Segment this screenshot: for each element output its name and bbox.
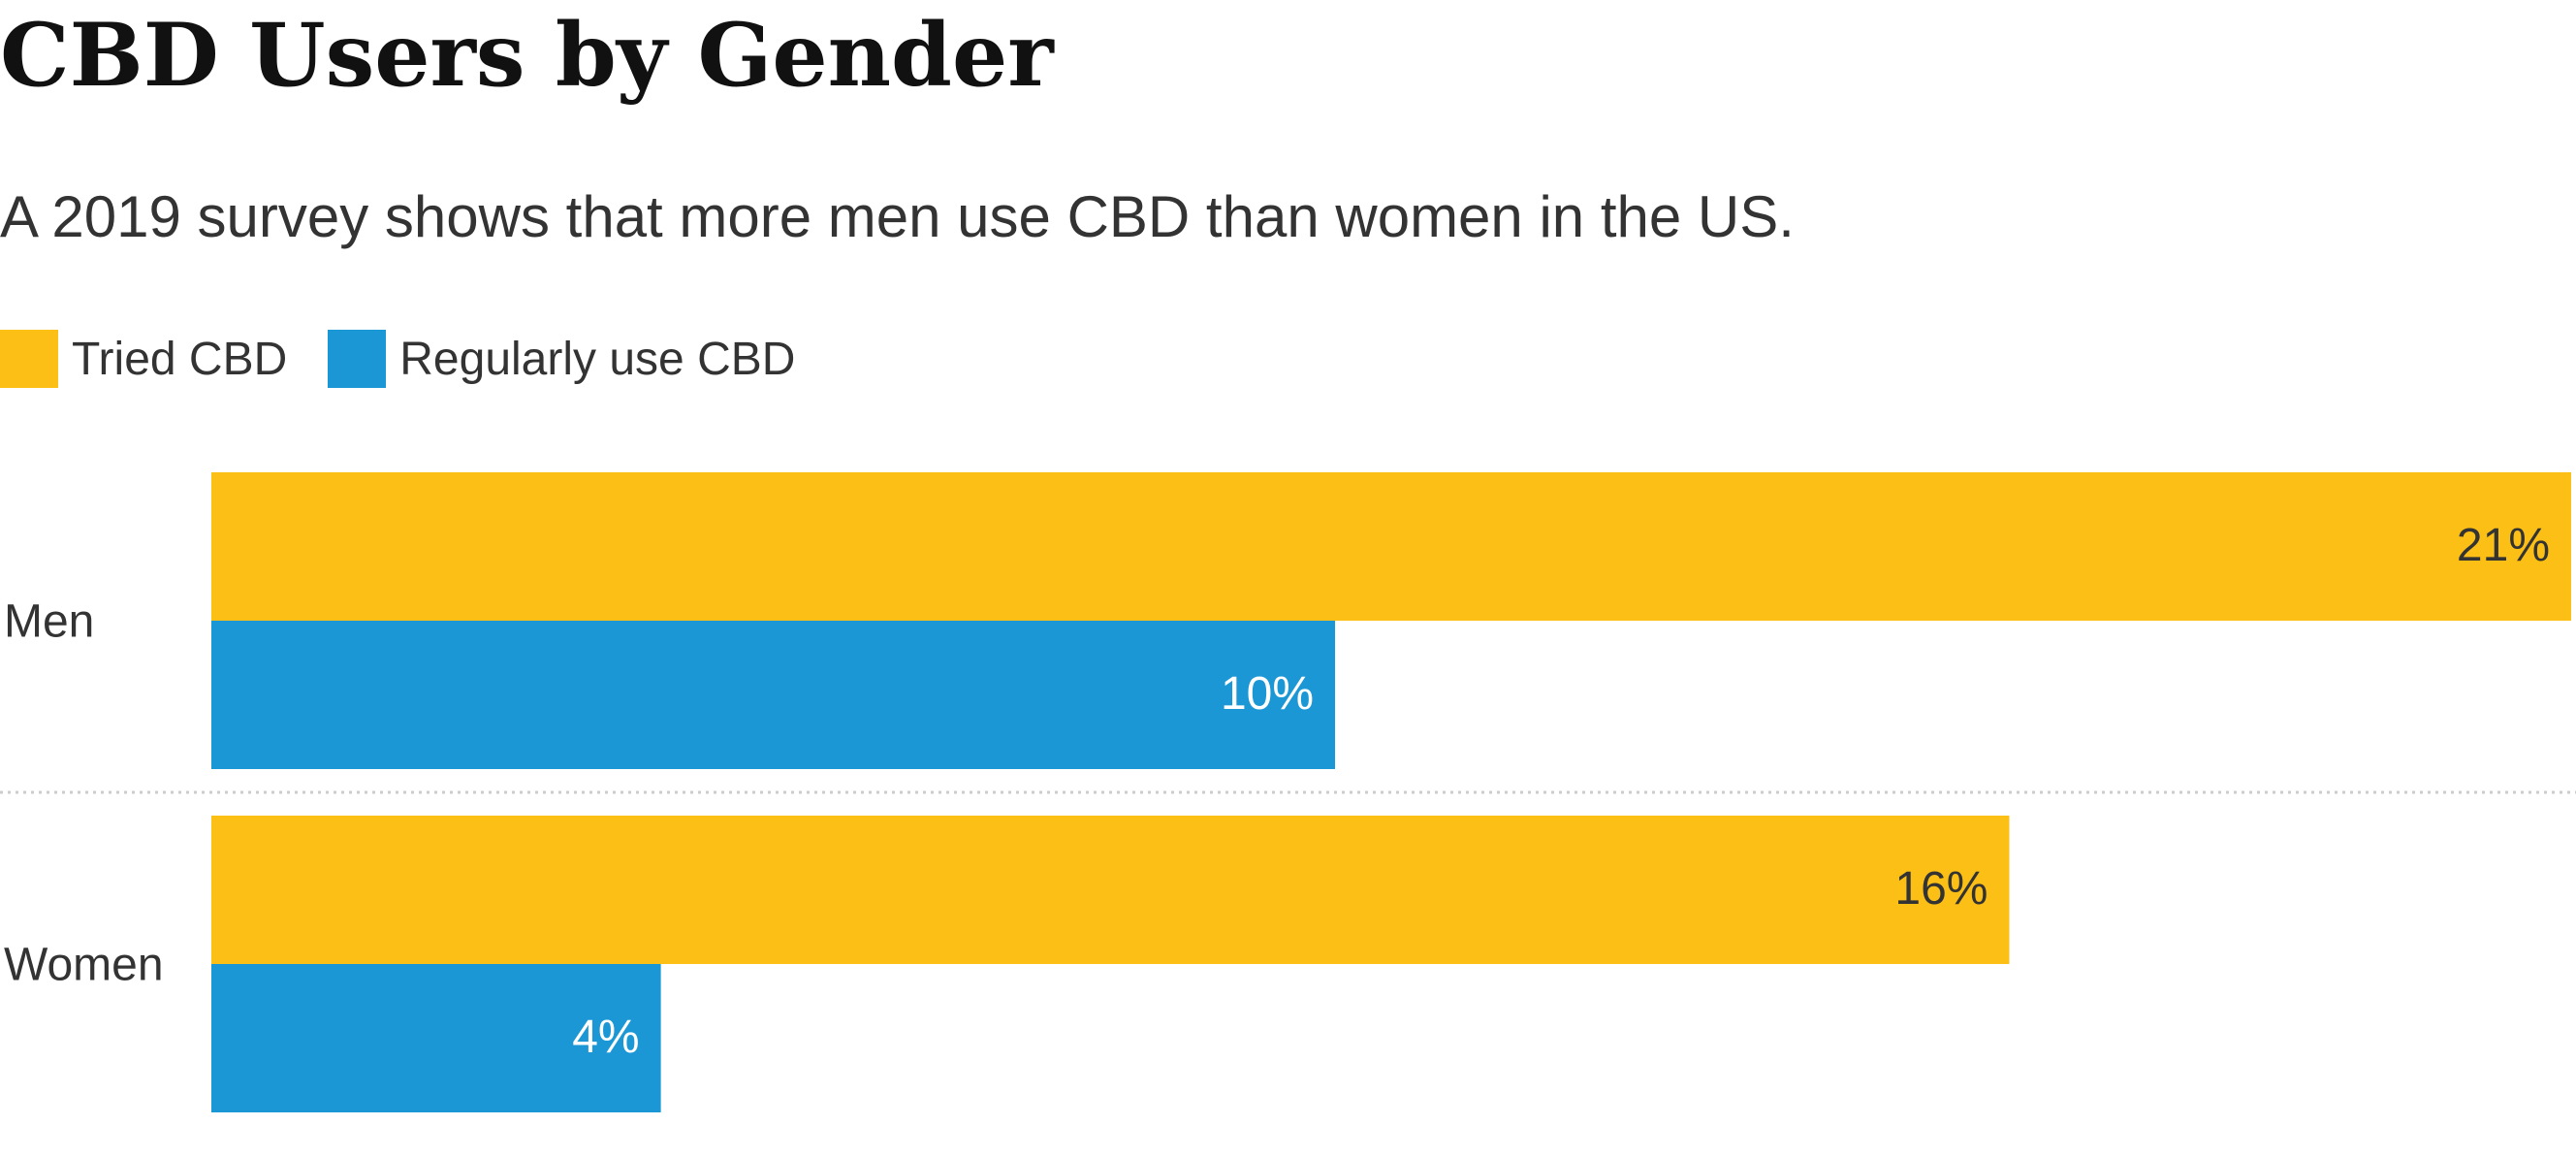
bar-women-regular	[211, 964, 661, 1112]
chart-title: CBD Users by Gender	[0, 4, 1054, 107]
category-label-women: Women	[4, 940, 164, 991]
data-label-men-tried: 21%	[2457, 520, 2550, 571]
data-label-women-regular: 4%	[572, 1012, 639, 1063]
bar-chart: Men 21% 10% Women 16% 4%	[0, 472, 2576, 1112]
legend-swatch-tried	[0, 330, 58, 388]
chart-subtitle: A 2019 survey shows that more men use CB…	[0, 184, 1795, 249]
legend-item-tried: Tried CBD	[0, 330, 287, 388]
category-label-men: Men	[4, 596, 94, 648]
legend: Tried CBD Regularly use CBD	[0, 328, 836, 390]
bar-men-regular	[211, 621, 1336, 769]
legend-swatch-regular	[328, 330, 387, 388]
bar-women-tried	[211, 816, 2010, 964]
bar-men-tried	[211, 472, 2571, 621]
legend-label-tried: Tried CBD	[72, 333, 288, 385]
legend-label-regular: Regularly use CBD	[399, 333, 796, 385]
legend-item-regular: Regularly use CBD	[328, 330, 795, 388]
data-label-men-regular: 10%	[1221, 668, 1314, 720]
data-label-women-tried: 16%	[1894, 863, 1988, 915]
